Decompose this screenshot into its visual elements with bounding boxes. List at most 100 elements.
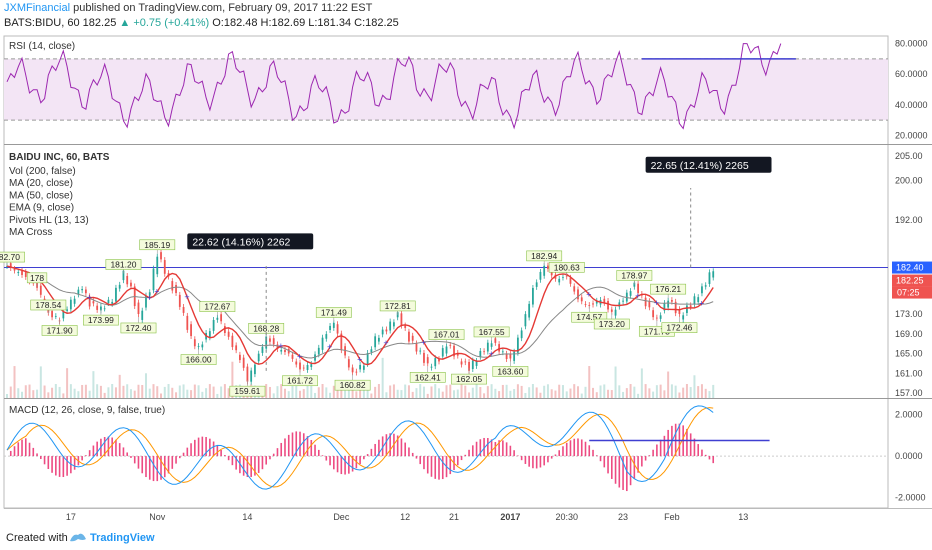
price-candle-body bbox=[257, 353, 260, 362]
price-candle-body bbox=[347, 359, 350, 368]
volume-bar bbox=[163, 386, 166, 398]
pivot-label: 163.60 bbox=[497, 366, 523, 376]
measure-box bbox=[645, 156, 772, 173]
macd-histogram-bar bbox=[209, 438, 211, 457]
volume-bar bbox=[114, 387, 117, 398]
price-candle-body bbox=[588, 305, 591, 306]
price-candle-body bbox=[329, 325, 331, 331]
time-tick-label: Nov bbox=[149, 512, 166, 522]
price-tick-label: 165.00 bbox=[895, 349, 923, 359]
pivot-label-box bbox=[492, 366, 529, 377]
tradingview-brand[interactable]: TradingView bbox=[90, 532, 155, 544]
volume-bar bbox=[66, 368, 69, 398]
volume-bar bbox=[317, 387, 320, 398]
volume-bar bbox=[190, 390, 193, 398]
volume-bar bbox=[704, 388, 707, 398]
price-candle-body bbox=[182, 307, 185, 313]
pivot-label-box bbox=[26, 272, 48, 284]
price-candle-body bbox=[336, 324, 339, 334]
macd-histogram-bar bbox=[130, 456, 132, 458]
macd-histogram-bar bbox=[408, 447, 410, 457]
volume-bar bbox=[486, 386, 489, 398]
macd-histogram-bar bbox=[340, 456, 343, 475]
indicator-label: Pivots HL (13, 13) bbox=[9, 215, 89, 226]
volume-bar bbox=[156, 386, 159, 398]
price-candle-body bbox=[66, 309, 69, 311]
volume-bar bbox=[231, 361, 234, 398]
macd-histogram-bar bbox=[468, 449, 470, 457]
price-candle-body bbox=[246, 366, 249, 382]
volume-bar bbox=[678, 392, 681, 398]
macd-histogram-bar bbox=[528, 456, 530, 467]
time-tick-label: 17 bbox=[66, 512, 76, 522]
price-candle-body bbox=[130, 282, 132, 287]
macd-histogram-bar bbox=[269, 456, 271, 460]
macd-histogram-bar bbox=[272, 453, 275, 457]
author-link[interactable]: JXMFinancial bbox=[4, 2, 71, 14]
macd-histogram-bar bbox=[554, 454, 557, 457]
macd-histogram-bar bbox=[96, 441, 98, 457]
macd-histogram-bar bbox=[182, 452, 185, 457]
macd-histogram-bar bbox=[663, 435, 666, 457]
price-candle-body bbox=[584, 304, 587, 305]
macd-histogram-bar bbox=[351, 456, 354, 472]
price-candle-body bbox=[441, 348, 444, 357]
price-candle-body bbox=[152, 268, 155, 291]
macd-histogram-bar bbox=[224, 455, 226, 457]
macd-histogram-bar bbox=[254, 456, 256, 476]
volume-bar bbox=[280, 384, 283, 398]
ma-cross-marker: + bbox=[586, 290, 591, 300]
macd-histogram-bar bbox=[629, 456, 632, 486]
macd-histogram-bar bbox=[686, 428, 688, 457]
measure-text: 22.65 (12.41%) 2265 bbox=[651, 160, 749, 172]
price-candle-body bbox=[667, 300, 670, 308]
macd-histogram-bar bbox=[85, 455, 87, 457]
price-candle-body bbox=[13, 268, 16, 271]
pivot-label-box bbox=[105, 259, 142, 270]
volume-bar bbox=[565, 391, 568, 398]
price-candle-body bbox=[648, 301, 651, 308]
rsi-band bbox=[4, 58, 888, 121]
price-candle-body bbox=[381, 329, 384, 335]
volume-bar bbox=[685, 384, 688, 398]
volume-bar bbox=[494, 388, 497, 398]
pivot-label-box bbox=[180, 354, 217, 365]
volume-bar bbox=[340, 389, 343, 398]
pivot-label: 180.63 bbox=[554, 262, 580, 272]
macd-histogram-bar bbox=[441, 456, 444, 480]
price-candle-body bbox=[317, 347, 320, 355]
price-candle-body bbox=[69, 299, 72, 310]
volume-bar bbox=[453, 390, 456, 398]
volume-bar bbox=[576, 386, 579, 398]
chart-canvas[interactable]: RSI (14, close) 80.0000 60.0000 40.0000 20.0… bbox=[0, 0, 932, 524]
volume-bar bbox=[122, 385, 125, 398]
volume-bar bbox=[712, 384, 715, 398]
pivot-label-box bbox=[334, 379, 371, 391]
pivot-label-box bbox=[409, 372, 446, 383]
macd-histogram-bar bbox=[276, 448, 279, 457]
price-candle-body bbox=[39, 285, 42, 295]
volume-bar bbox=[54, 384, 57, 398]
price-candle-body bbox=[100, 306, 102, 311]
macd-histogram-bar bbox=[190, 443, 192, 457]
macd-histogram-bar bbox=[220, 449, 222, 457]
rsi-title: RSI (14, close) bbox=[9, 41, 75, 52]
volume-bar bbox=[205, 388, 208, 398]
price-candle-body bbox=[235, 345, 238, 351]
price-candle-body bbox=[212, 319, 215, 331]
volume-bar bbox=[144, 373, 147, 398]
volume-bar bbox=[415, 388, 418, 398]
volume-bar bbox=[614, 366, 617, 398]
price-candle-body bbox=[516, 337, 519, 353]
rsi-tick-label: 80.0000 bbox=[895, 39, 928, 49]
macd-histogram-bar bbox=[573, 438, 576, 457]
volume-bar bbox=[118, 374, 121, 398]
macd-histogram-bar bbox=[246, 456, 249, 478]
ma-cross-marker: + bbox=[297, 352, 302, 362]
pivot-label-box bbox=[616, 270, 653, 281]
macd-histogram-bar bbox=[483, 437, 485, 457]
volume-bar bbox=[483, 393, 486, 398]
price-candle-body bbox=[629, 291, 632, 296]
volume-bar bbox=[385, 392, 388, 398]
volume-bar bbox=[640, 368, 643, 398]
